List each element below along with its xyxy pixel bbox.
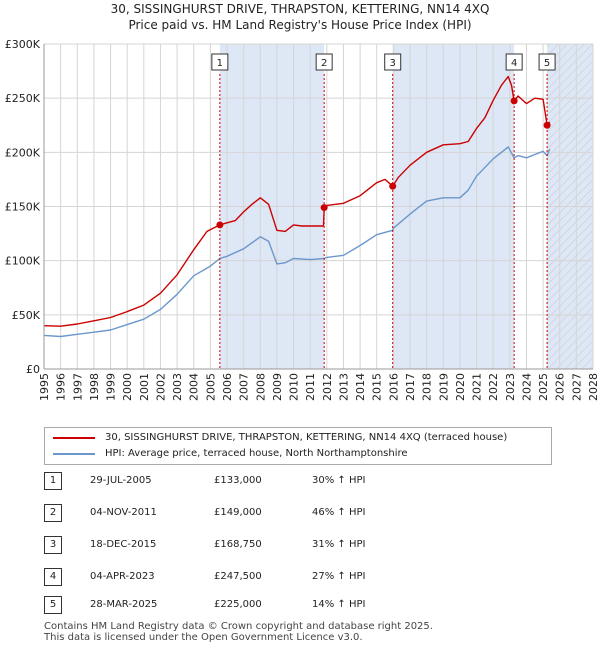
sale-label-box xyxy=(384,53,402,71)
x-tick-label: 2023 xyxy=(504,373,517,401)
property-line-swatch xyxy=(53,437,95,439)
x-tick-label: 2028 xyxy=(587,373,600,401)
x-tick-label: 2014 xyxy=(354,373,367,401)
x-tick-label: 2012 xyxy=(321,373,334,401)
x-tick-label: 2005 xyxy=(204,373,217,401)
x-tick-label: 1998 xyxy=(88,373,101,401)
chart-title: 30, SISSINGHURST DRIVE, THRAPSTON, KETTE… xyxy=(110,2,490,16)
sale-number-badge: 2 xyxy=(44,504,62,522)
sale-date: 18-DEC-2015 xyxy=(90,539,157,550)
y-tick-label: £100K xyxy=(5,255,41,268)
sale-label: 5 xyxy=(544,58,550,69)
x-tick-label: 2009 xyxy=(271,373,284,401)
y-tick-label: £250K xyxy=(5,92,41,105)
y-tick-label: £50K xyxy=(12,309,41,322)
sale-number-badge: 1 xyxy=(44,472,62,490)
sale-hpi-diff: 30% ↑ HPI xyxy=(312,475,366,486)
x-tick-label: 2018 xyxy=(421,373,434,401)
sale-row: 5 28-MAR-2025 £225,000 14% ↑ HPI xyxy=(0,596,600,616)
x-tick-label: 2015 xyxy=(371,373,384,401)
sale-date: 04-NOV-2011 xyxy=(90,507,157,518)
x-tick-label: 2016 xyxy=(387,373,400,401)
sale-hpi-diff: 31% ↑ HPI xyxy=(312,539,366,550)
sale-label: 1 xyxy=(217,58,223,69)
sale-price: £149,000 xyxy=(214,507,262,518)
x-tick-label: 2013 xyxy=(337,373,350,401)
hpi-line xyxy=(43,146,551,338)
sale-price: £168,750 xyxy=(214,539,262,550)
x-tick-label: 2026 xyxy=(554,373,567,401)
x-tick-label: 2011 xyxy=(304,373,317,401)
x-tick-label: 1999 xyxy=(105,373,118,401)
sale-date: 04-APR-2023 xyxy=(90,571,155,582)
sale-hpi-diff: 14% ↑ HPI xyxy=(312,599,366,610)
sale-row: 3 18-DEC-2015 £168,750 31% ↑ HPI xyxy=(0,536,600,556)
y-tick-label: £300K xyxy=(5,38,41,51)
legend-hpi-label: HPI: Average price, terraced house, Nort… xyxy=(105,448,408,459)
sale-label: 2 xyxy=(321,58,327,69)
x-tick-label: 2017 xyxy=(404,373,417,401)
sale-label-box xyxy=(505,53,523,71)
x-tick-label: 2000 xyxy=(121,373,134,401)
chart-subtitle: Price paid vs. HM Land Registry's House … xyxy=(128,18,472,32)
sale-row: 2 04-NOV-2011 £149,000 46% ↑ HPI xyxy=(0,504,600,524)
x-tick-label: 2022 xyxy=(487,373,500,401)
x-tick-label: 2002 xyxy=(154,373,167,401)
y-tick-label: £200K xyxy=(5,146,41,159)
sale-label: 3 xyxy=(390,58,396,69)
sale-date: 28-MAR-2025 xyxy=(90,599,158,610)
sale-number-badge: 4 xyxy=(44,568,62,586)
sale-label: 4 xyxy=(511,58,517,69)
sale-number-badge: 3 xyxy=(44,536,62,554)
sale-hpi-diff: 46% ↑ HPI xyxy=(312,507,366,518)
sale-number-badge: 5 xyxy=(44,596,62,614)
sale-point xyxy=(389,182,397,190)
footer-copyright: Contains HM Land Registry data © Crown c… xyxy=(44,621,433,632)
x-tick-label: 2004 xyxy=(188,373,201,401)
x-tick-label: 2019 xyxy=(437,373,450,401)
price-chart: 1 2 3 4 5 £0 £50K £100K £150K £200K £250K £300K 199… xyxy=(5,38,600,401)
x-tick-label: 2025 xyxy=(537,373,550,401)
sale-row: 1 29-JUL-2005 £133,000 30% ↑ HPI xyxy=(0,472,600,492)
sale-price: £133,000 xyxy=(214,475,262,486)
footer: Contains HM Land Registry data © Crown c… xyxy=(44,621,433,643)
footer-licence: This data is licensed under the Open Gov… xyxy=(44,632,363,643)
x-tick-label: 2020 xyxy=(454,373,467,401)
sale-hpi-diff: 27% ↑ HPI xyxy=(312,571,366,582)
sale-label-box xyxy=(538,53,556,71)
sale-price: £225,000 xyxy=(214,599,262,610)
y-tick-label: £150K xyxy=(5,201,41,214)
x-tick-label: 2008 xyxy=(254,373,267,401)
sale-label-box xyxy=(211,53,229,71)
x-tick-label: 2027 xyxy=(570,373,583,401)
x-tick-label: 2007 xyxy=(238,373,251,401)
sale-point xyxy=(216,221,224,229)
hpi-line-swatch xyxy=(53,453,95,455)
x-tick-label: 2024 xyxy=(520,373,533,401)
sale-row: 4 04-APR-2023 £247,500 27% ↑ HPI xyxy=(0,568,600,588)
x-tick-label: 1996 xyxy=(55,373,68,401)
y-tick-label: £0 xyxy=(26,363,40,376)
sale-date: 29-JUL-2005 xyxy=(90,475,152,486)
sale-point xyxy=(543,121,551,129)
x-tick-label: 1995 xyxy=(38,373,51,401)
sale-price: £247,500 xyxy=(214,571,262,582)
x-tick-label: 2021 xyxy=(471,373,484,401)
x-tick-label: 2003 xyxy=(171,373,184,401)
x-tick-label: 2010 xyxy=(288,373,301,401)
x-tick-label: 2001 xyxy=(138,373,151,401)
sale-point xyxy=(320,204,328,212)
legend-property-label: 30, SISSINGHURST DRIVE, THRAPSTON, KETTE… xyxy=(105,432,508,443)
sale-point xyxy=(510,97,518,105)
legend: 30, SISSINGHURST DRIVE, THRAPSTON, KETTE… xyxy=(44,427,552,465)
x-tick-label: 2006 xyxy=(221,373,234,401)
sale-label-box xyxy=(315,53,333,71)
x-tick-label: 1997 xyxy=(71,373,84,401)
